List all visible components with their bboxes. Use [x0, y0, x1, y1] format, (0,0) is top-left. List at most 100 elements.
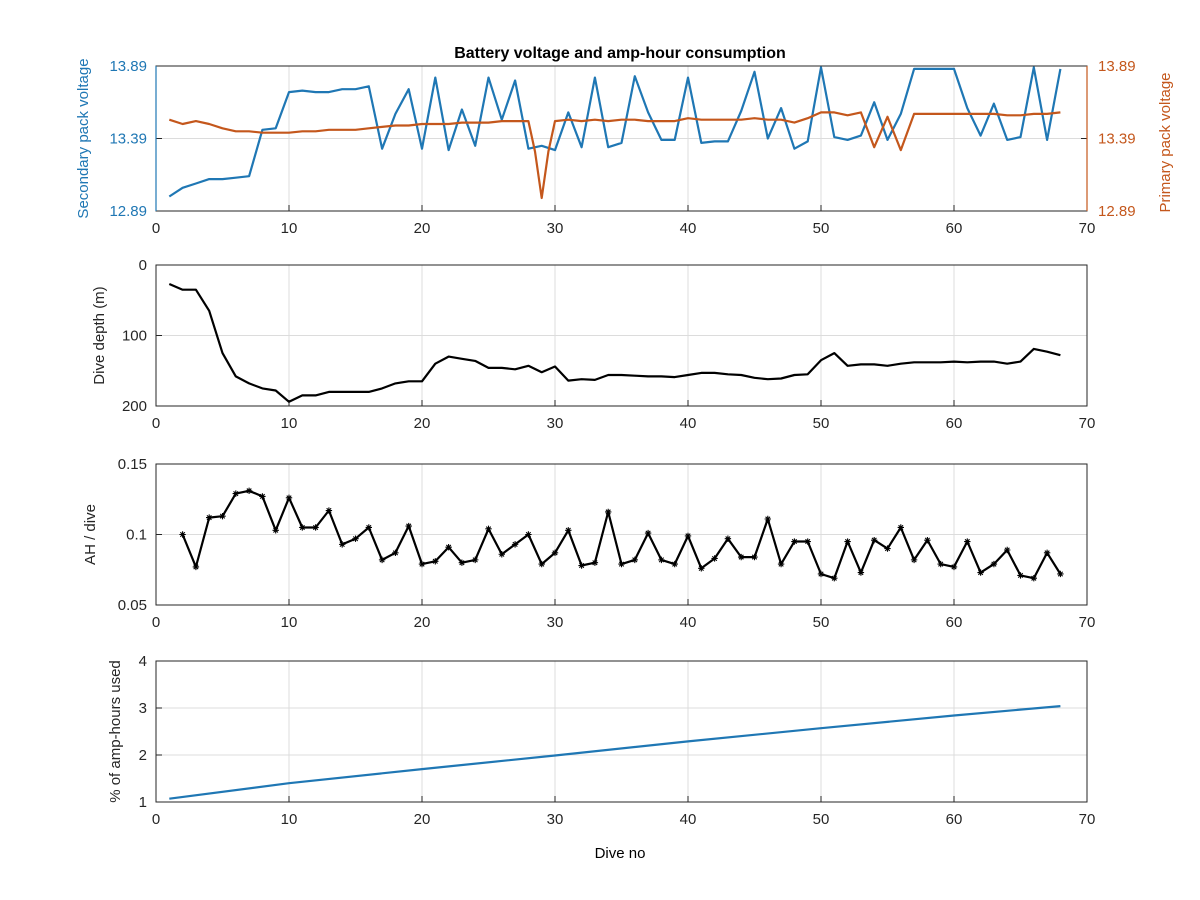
- data-point-marker: [658, 556, 665, 564]
- x-tick-label: 20: [414, 811, 431, 828]
- panel-voltage: 0 10 20 30 40 50 60 7012.8913.3913.89Secondary …: [75, 58, 1174, 237]
- axes-frame: [155, 463, 1088, 606]
- data-point-marker: [605, 508, 612, 516]
- y-tick-label: 13.89: [109, 58, 147, 75]
- data-point-marker: [458, 559, 466, 566]
- x-tick-label: 40: [680, 220, 697, 237]
- x-tick-label: 30: [547, 614, 564, 631]
- y-axis-label: Dive depth (m): [91, 286, 108, 384]
- data-point-marker: [698, 565, 705, 572]
- data-point-marker: [910, 556, 918, 564]
- y-axis-label: Secondary pack voltage: [75, 58, 92, 218]
- data-point-marker: [219, 512, 226, 520]
- data-point-marker: [245, 487, 253, 494]
- panel-percent: 0 10 20 30 40 50 60 70 1 2 3 4 % of amp-hours used: [107, 653, 1095, 828]
- data-point-marker: [817, 570, 825, 578]
- data-point-marker: [232, 490, 239, 497]
- data-point-marker: [272, 527, 279, 534]
- axes-frame: [155, 264, 1088, 407]
- x-tick-label: 50: [813, 220, 830, 237]
- data-point-marker: [937, 560, 944, 568]
- data-point-marker: [206, 514, 213, 521]
- x-tick-label: 20: [414, 614, 431, 631]
- x-tick-label: 10: [281, 614, 298, 631]
- chart-title: Battery voltage and amp-hour consumption: [454, 45, 786, 62]
- right-y-tick-label: 13.89: [1098, 58, 1136, 75]
- data-point-marker: [884, 545, 891, 552]
- x-tick-label: 60: [946, 614, 963, 631]
- data-point-marker: [724, 535, 732, 542]
- x-tick-label: 30: [547, 220, 564, 237]
- right-y-tick-label: 12.89: [1098, 203, 1136, 220]
- y-tick-label: 100: [122, 328, 147, 345]
- data-point-marker: [777, 560, 785, 568]
- x-tick-label: 40: [680, 811, 697, 828]
- y-tick-label: 3: [139, 700, 147, 717]
- data-point-marker: [339, 541, 346, 548]
- series-line-voltage-1: [168, 111, 1061, 200]
- x-tick-label: 50: [813, 811, 830, 828]
- data-point-marker: [418, 560, 426, 568]
- series-line-voltage-0: [168, 66, 1062, 198]
- data-point-marker: [738, 553, 745, 561]
- data-point-marker: [671, 560, 678, 568]
- right-y-axis-label: Primary pack voltage: [1157, 72, 1174, 212]
- data-point-marker: [511, 541, 519, 548]
- x-tick-label: 10: [281, 220, 298, 237]
- data-point-marker: [924, 536, 931, 544]
- x-tick-label: 40: [680, 415, 697, 432]
- x-tick-label: 10: [281, 415, 298, 432]
- x-tick-label: 0: [152, 220, 160, 237]
- y-tick-label: 2: [139, 747, 147, 764]
- data-point-marker: [857, 569, 865, 576]
- x-tick-label: 0: [152, 614, 160, 631]
- data-point-marker: [179, 531, 186, 538]
- data-point-marker: [844, 538, 851, 545]
- data-point-marker: [1043, 549, 1051, 557]
- data-point-marker: [525, 531, 532, 538]
- data-point-marker: [192, 563, 200, 571]
- data-point-marker: [1004, 546, 1011, 554]
- y-tick-label: 0.1: [126, 527, 147, 544]
- y-tick-label: 12.89: [109, 203, 147, 220]
- x-tick-label: 0: [152, 415, 160, 432]
- data-point-marker: [378, 556, 386, 564]
- data-point-marker: [432, 558, 439, 565]
- data-point-marker: [259, 493, 266, 500]
- data-point-marker: [551, 549, 559, 557]
- data-point-marker: [631, 556, 638, 564]
- y-tick-label: 13.39: [109, 131, 147, 148]
- data-point-marker: [950, 563, 958, 571]
- panel-depth: 0 10 20 30 40 50 60 70 0 100 200 Dive depth (m): [91, 257, 1095, 432]
- data-point-marker: [498, 551, 505, 558]
- data-point-marker: [578, 562, 585, 569]
- x-tick-label: 70: [1079, 811, 1096, 828]
- data-point-marker: [285, 494, 293, 502]
- data-point-marker: [392, 549, 399, 557]
- data-point-marker: [618, 560, 625, 568]
- y-tick-label: 200: [122, 398, 147, 415]
- data-point-marker: [1057, 570, 1064, 578]
- data-point-marker: [485, 525, 492, 533]
- x-tick-label: 20: [414, 415, 431, 432]
- y-tick-label: 0.15: [118, 456, 147, 473]
- x-tick-label: 60: [946, 415, 963, 432]
- data-point-marker: [791, 538, 798, 545]
- data-point-marker: [538, 560, 545, 568]
- data-point-marker: [831, 575, 838, 582]
- y-tick-label: 0: [139, 257, 147, 274]
- data-point-marker: [299, 524, 306, 531]
- panel-ah: 0 10 20 30 40 50 60 70 0.05 0.1 0.15 AH / dive: [82, 456, 1095, 631]
- data-point-marker: [764, 515, 771, 523]
- x-tick-label: 70: [1079, 415, 1096, 432]
- x-tick-label: 70: [1079, 614, 1096, 631]
- data-point-marker: [684, 532, 692, 540]
- x-tick-label: 30: [547, 811, 564, 828]
- data-point-marker: [990, 560, 998, 568]
- x-tick-label: 10: [281, 811, 298, 828]
- data-point-marker: [977, 569, 984, 576]
- x-tick-label: 50: [813, 415, 830, 432]
- data-point-marker: [312, 524, 319, 531]
- data-point-marker: [804, 538, 811, 545]
